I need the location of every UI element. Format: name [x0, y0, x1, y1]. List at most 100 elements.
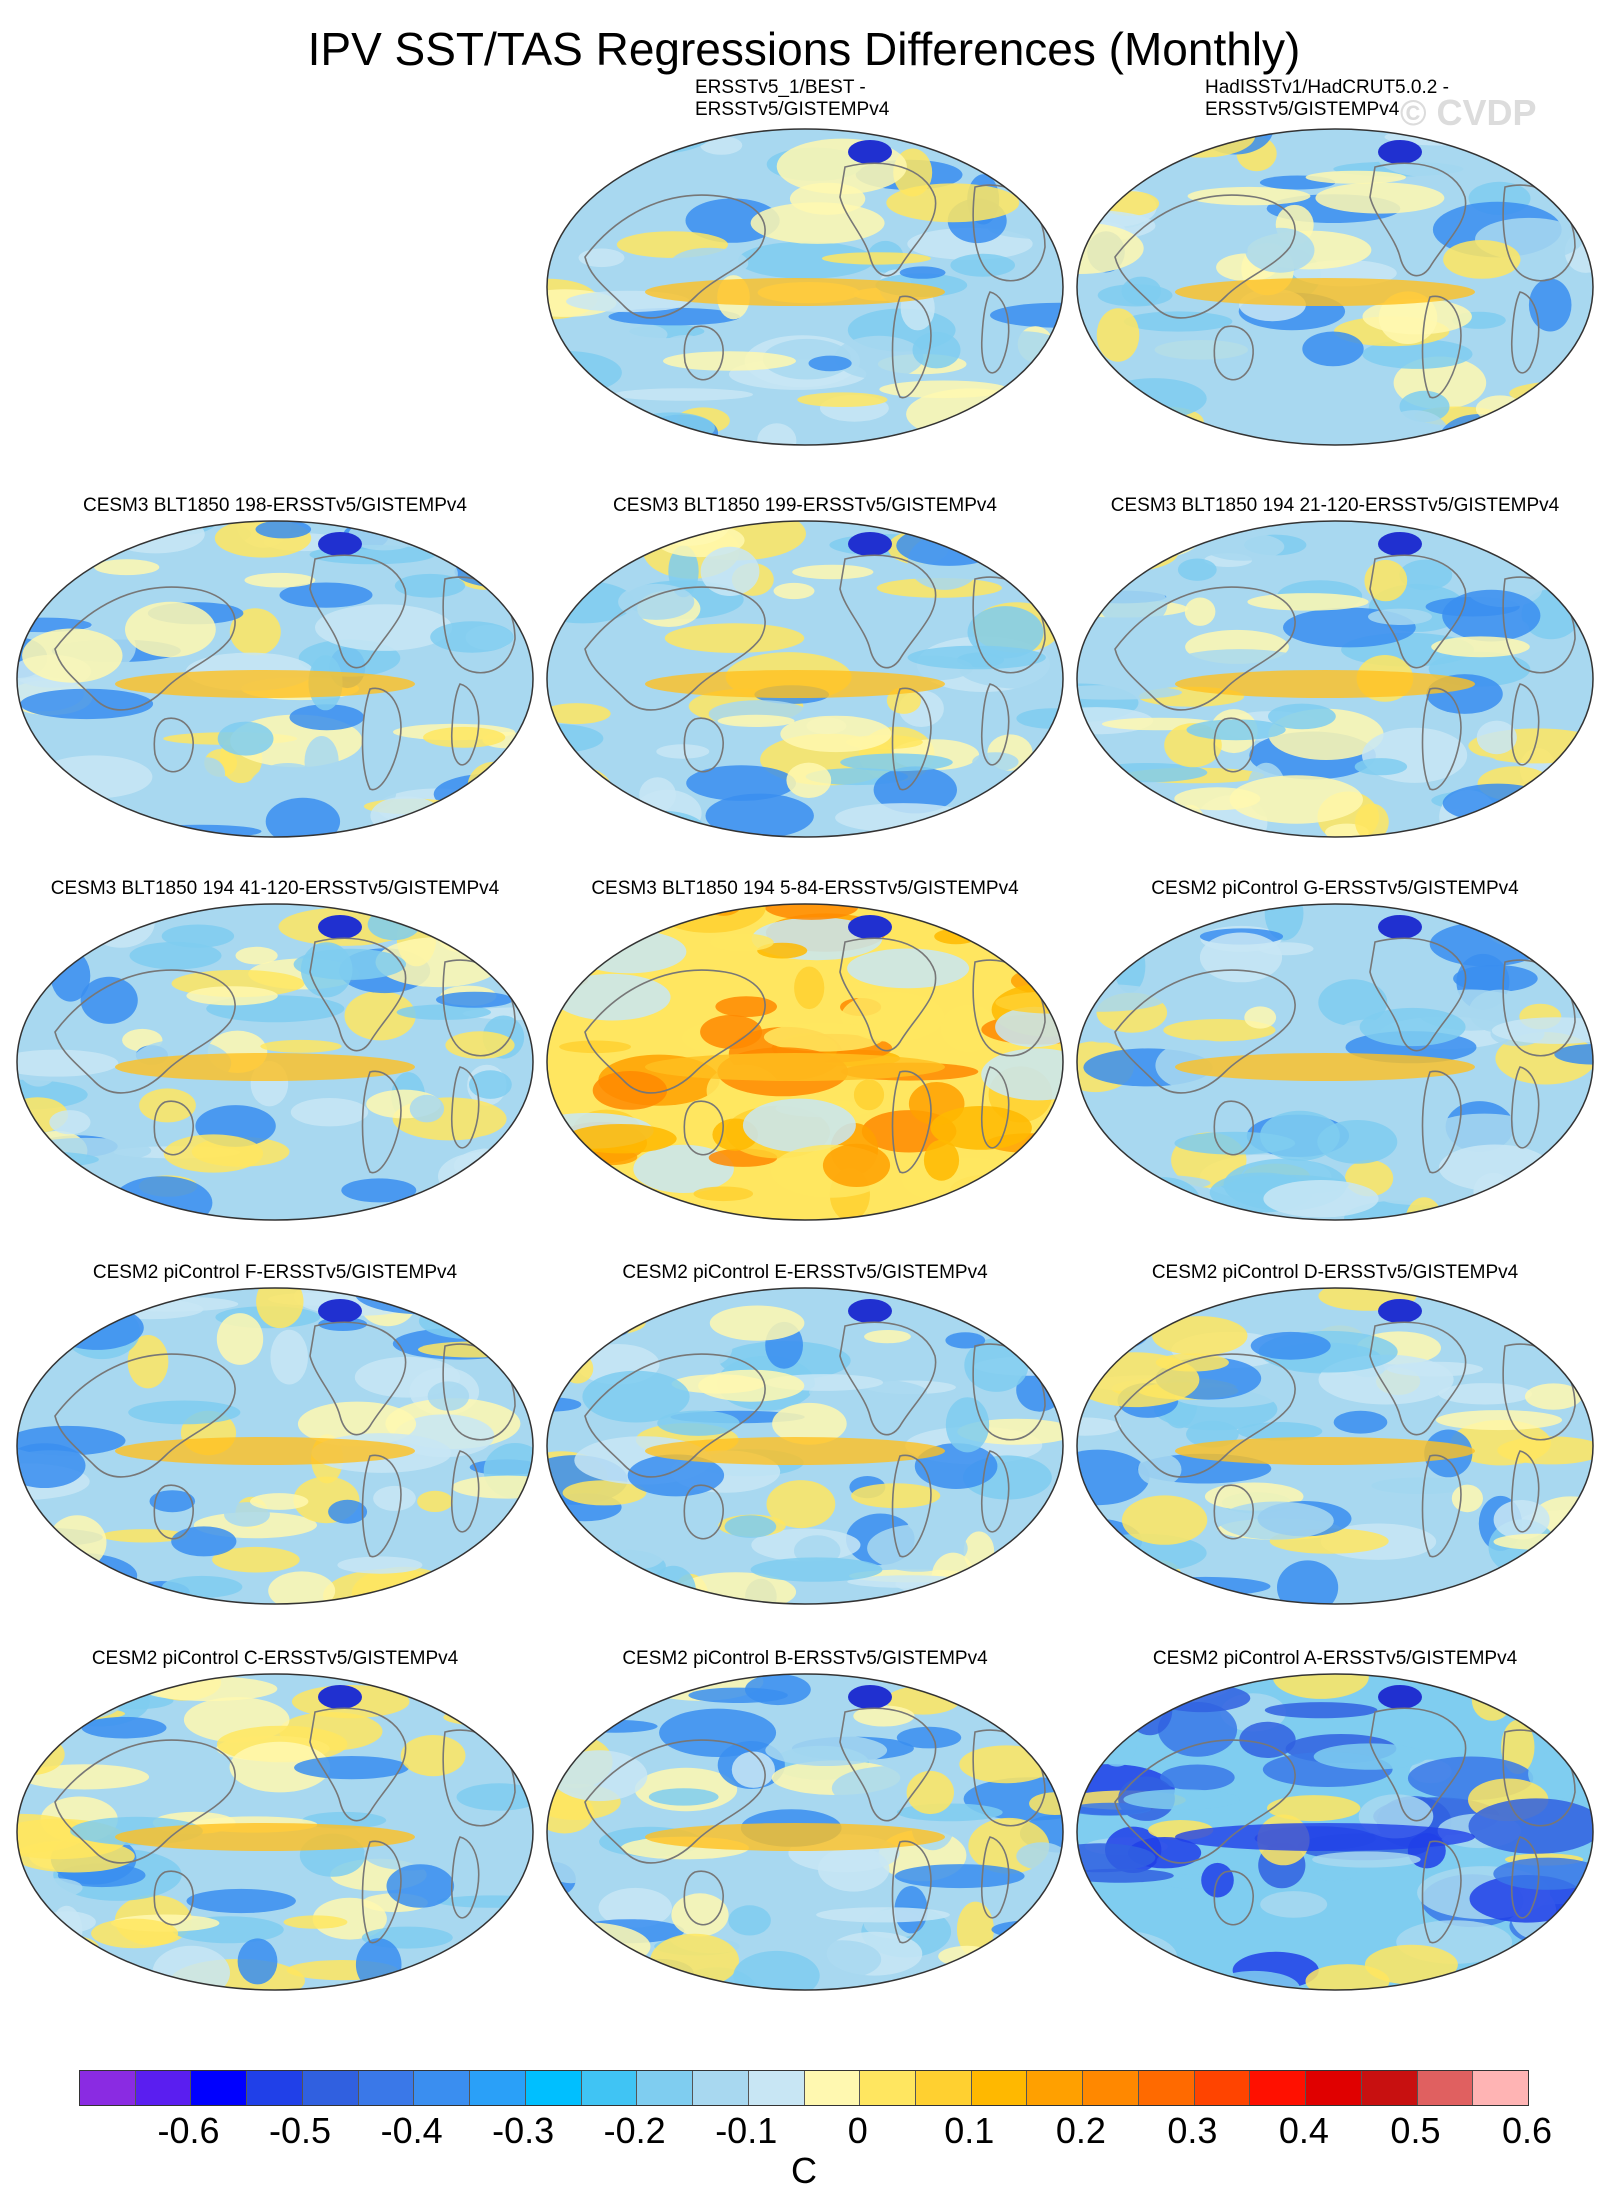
colorbar-cell [693, 2071, 749, 2105]
panel-title-line: ERSSTv5/GISTEMPv4 [695, 99, 890, 120]
coastline [1369, 1707, 1467, 1822]
coastline [980, 683, 1010, 766]
coastline [584, 194, 766, 319]
map-border [546, 520, 1064, 838]
coastline [839, 1321, 937, 1436]
map-border [1076, 1673, 1594, 1991]
colorbar-cell [1027, 2071, 1084, 2105]
panel-title: CESM2 piControl E-ERSSTv5/GISTEMPv4 [622, 1262, 988, 1283]
coastline [450, 683, 480, 766]
coastline [450, 1836, 480, 1919]
world-map [1076, 903, 1594, 1221]
world-map [546, 1673, 1064, 1991]
map-border [546, 1673, 1064, 1991]
colorbar-cell [358, 2071, 415, 2105]
coastline [980, 1450, 1010, 1533]
coastline [1369, 937, 1467, 1052]
colorbar-cell [971, 2071, 1028, 2105]
coastline [153, 1484, 194, 1540]
map-panel: HadISSTv1/HadCRUT5.0.2 - ERSSTv5/GISTEMPv… [1075, 77, 1595, 446]
coastline [1213, 325, 1254, 381]
colorbar-tick-label: 0.3 [1167, 2110, 1218, 2151]
coastline [54, 1353, 236, 1478]
panel-title: CESM3 BLT1850 199-ERSSTv5/GISTEMPv4 [612, 495, 998, 516]
panel-title: CESM2 piControl C-ERSSTv5/GISTEMPv4 [91, 1648, 459, 1669]
colorbar-cell [1361, 2071, 1418, 2105]
coastline [1421, 1454, 1462, 1558]
world-map [1076, 1287, 1594, 1605]
map-border [1076, 520, 1594, 838]
coastline [361, 1840, 402, 1944]
world-map [1076, 128, 1594, 446]
map-panel: CESM2 piControl A-ERSSTv5/GISTEMPv4 [1075, 1648, 1595, 1991]
panel-title: CESM3 BLT1850 198-ERSSTv5/GISTEMPv4 [82, 495, 468, 516]
map-border [1076, 128, 1594, 446]
map-panel: CESM2 piControl B-ERSSTv5/GISTEMPv4 [545, 1648, 1065, 1991]
coastline [1114, 969, 1296, 1094]
colorbar-tick-label: 0.2 [1055, 2110, 1106, 2151]
world-map [16, 1673, 534, 1991]
colorbar-cell [191, 2071, 248, 2105]
coastline [891, 1070, 932, 1174]
colorbar-tick-label: 0.1 [944, 2110, 995, 2151]
map-border [16, 1287, 534, 1605]
coastline [1510, 291, 1540, 374]
world-map [546, 1287, 1064, 1605]
coastline [891, 1840, 932, 1944]
coastline [1114, 194, 1296, 319]
map-border [546, 128, 1064, 446]
coastline [1421, 1840, 1462, 1944]
colorbar-cell [525, 2071, 582, 2105]
coastline [1421, 687, 1462, 791]
coastline [54, 1739, 236, 1864]
colorbar-tick-label: -0.6 [157, 2110, 220, 2151]
panel-title: CESM2 piControl B-ERSSTv5/GISTEMPv4 [622, 1648, 988, 1669]
colorbar-cell [1306, 2071, 1362, 2105]
colorbar-cell [860, 2071, 917, 2105]
colorbar-cell [1194, 2071, 1251, 2105]
coastline [839, 554, 937, 669]
colorbar-cell [1417, 2071, 1474, 2105]
colorbar-cell [470, 2071, 526, 2105]
coastline [153, 717, 194, 773]
panel-title: CESM2 piControl G-ERSSTv5/GISTEMPv4 [1151, 878, 1519, 899]
coastline [361, 1454, 402, 1558]
world-map [546, 520, 1064, 838]
colorbar-tick-label: 0 [847, 2110, 868, 2151]
coastline [839, 162, 937, 277]
map-panel: CESM3 BLT1850 198-ERSSTv5/GISTEMPv4 [15, 495, 535, 838]
coastline [891, 295, 932, 399]
coastline [450, 1450, 480, 1533]
world-map [546, 128, 1064, 446]
map-border [1076, 1287, 1594, 1605]
coastline [839, 1707, 937, 1822]
map-border [546, 1287, 1064, 1605]
coastline [683, 1100, 724, 1156]
coastline [891, 1454, 932, 1558]
colorbar-cell [916, 2071, 972, 2105]
colorbar-tick-label: -0.1 [715, 2110, 778, 2151]
coastline [54, 586, 236, 711]
panel-title: CESM3 BLT1850 194 41-120-ERSSTv5/GISTEMP… [50, 878, 500, 899]
coastline [1114, 1739, 1296, 1864]
world-map [1076, 1673, 1594, 1991]
coastline [980, 1836, 1010, 1919]
map-border [1076, 903, 1594, 1221]
colorbar-tick-label: -0.5 [269, 2110, 332, 2151]
coastline [584, 1739, 766, 1864]
map-panel: CESM3 BLT1850 194 21-120-ERSSTv5/GISTEMP… [1075, 495, 1595, 838]
colorbar-cell [1083, 2071, 1139, 2105]
world-map [1076, 520, 1594, 838]
colorbar-cell [80, 2071, 136, 2105]
world-map [16, 1287, 534, 1605]
map-panel: CESM3 BLT1850 199-ERSSTv5/GISTEMPv4 [545, 495, 1065, 838]
colorbar-tick-label: 0.4 [1278, 2110, 1329, 2151]
colorbar-cell [1250, 2071, 1307, 2105]
panel-title: CESM2 piControl F-ERSSTv5/GISTEMPv4 [92, 1262, 458, 1283]
coastline [1213, 1870, 1254, 1926]
coastline [1369, 554, 1467, 669]
panel-title: CESM2 piControl D-ERSSTv5/GISTEMPv4 [1151, 1262, 1519, 1283]
coastline [1421, 1070, 1462, 1174]
coastline [1510, 683, 1540, 766]
colorbar-cell [748, 2071, 805, 2105]
